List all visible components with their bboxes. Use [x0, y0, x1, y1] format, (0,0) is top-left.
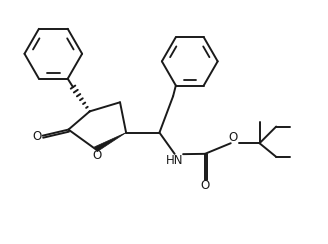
Text: O: O — [200, 179, 210, 192]
Text: O: O — [229, 131, 238, 144]
Text: O: O — [32, 130, 42, 143]
Text: O: O — [92, 150, 102, 163]
Polygon shape — [94, 133, 126, 152]
Text: HN: HN — [166, 154, 184, 167]
